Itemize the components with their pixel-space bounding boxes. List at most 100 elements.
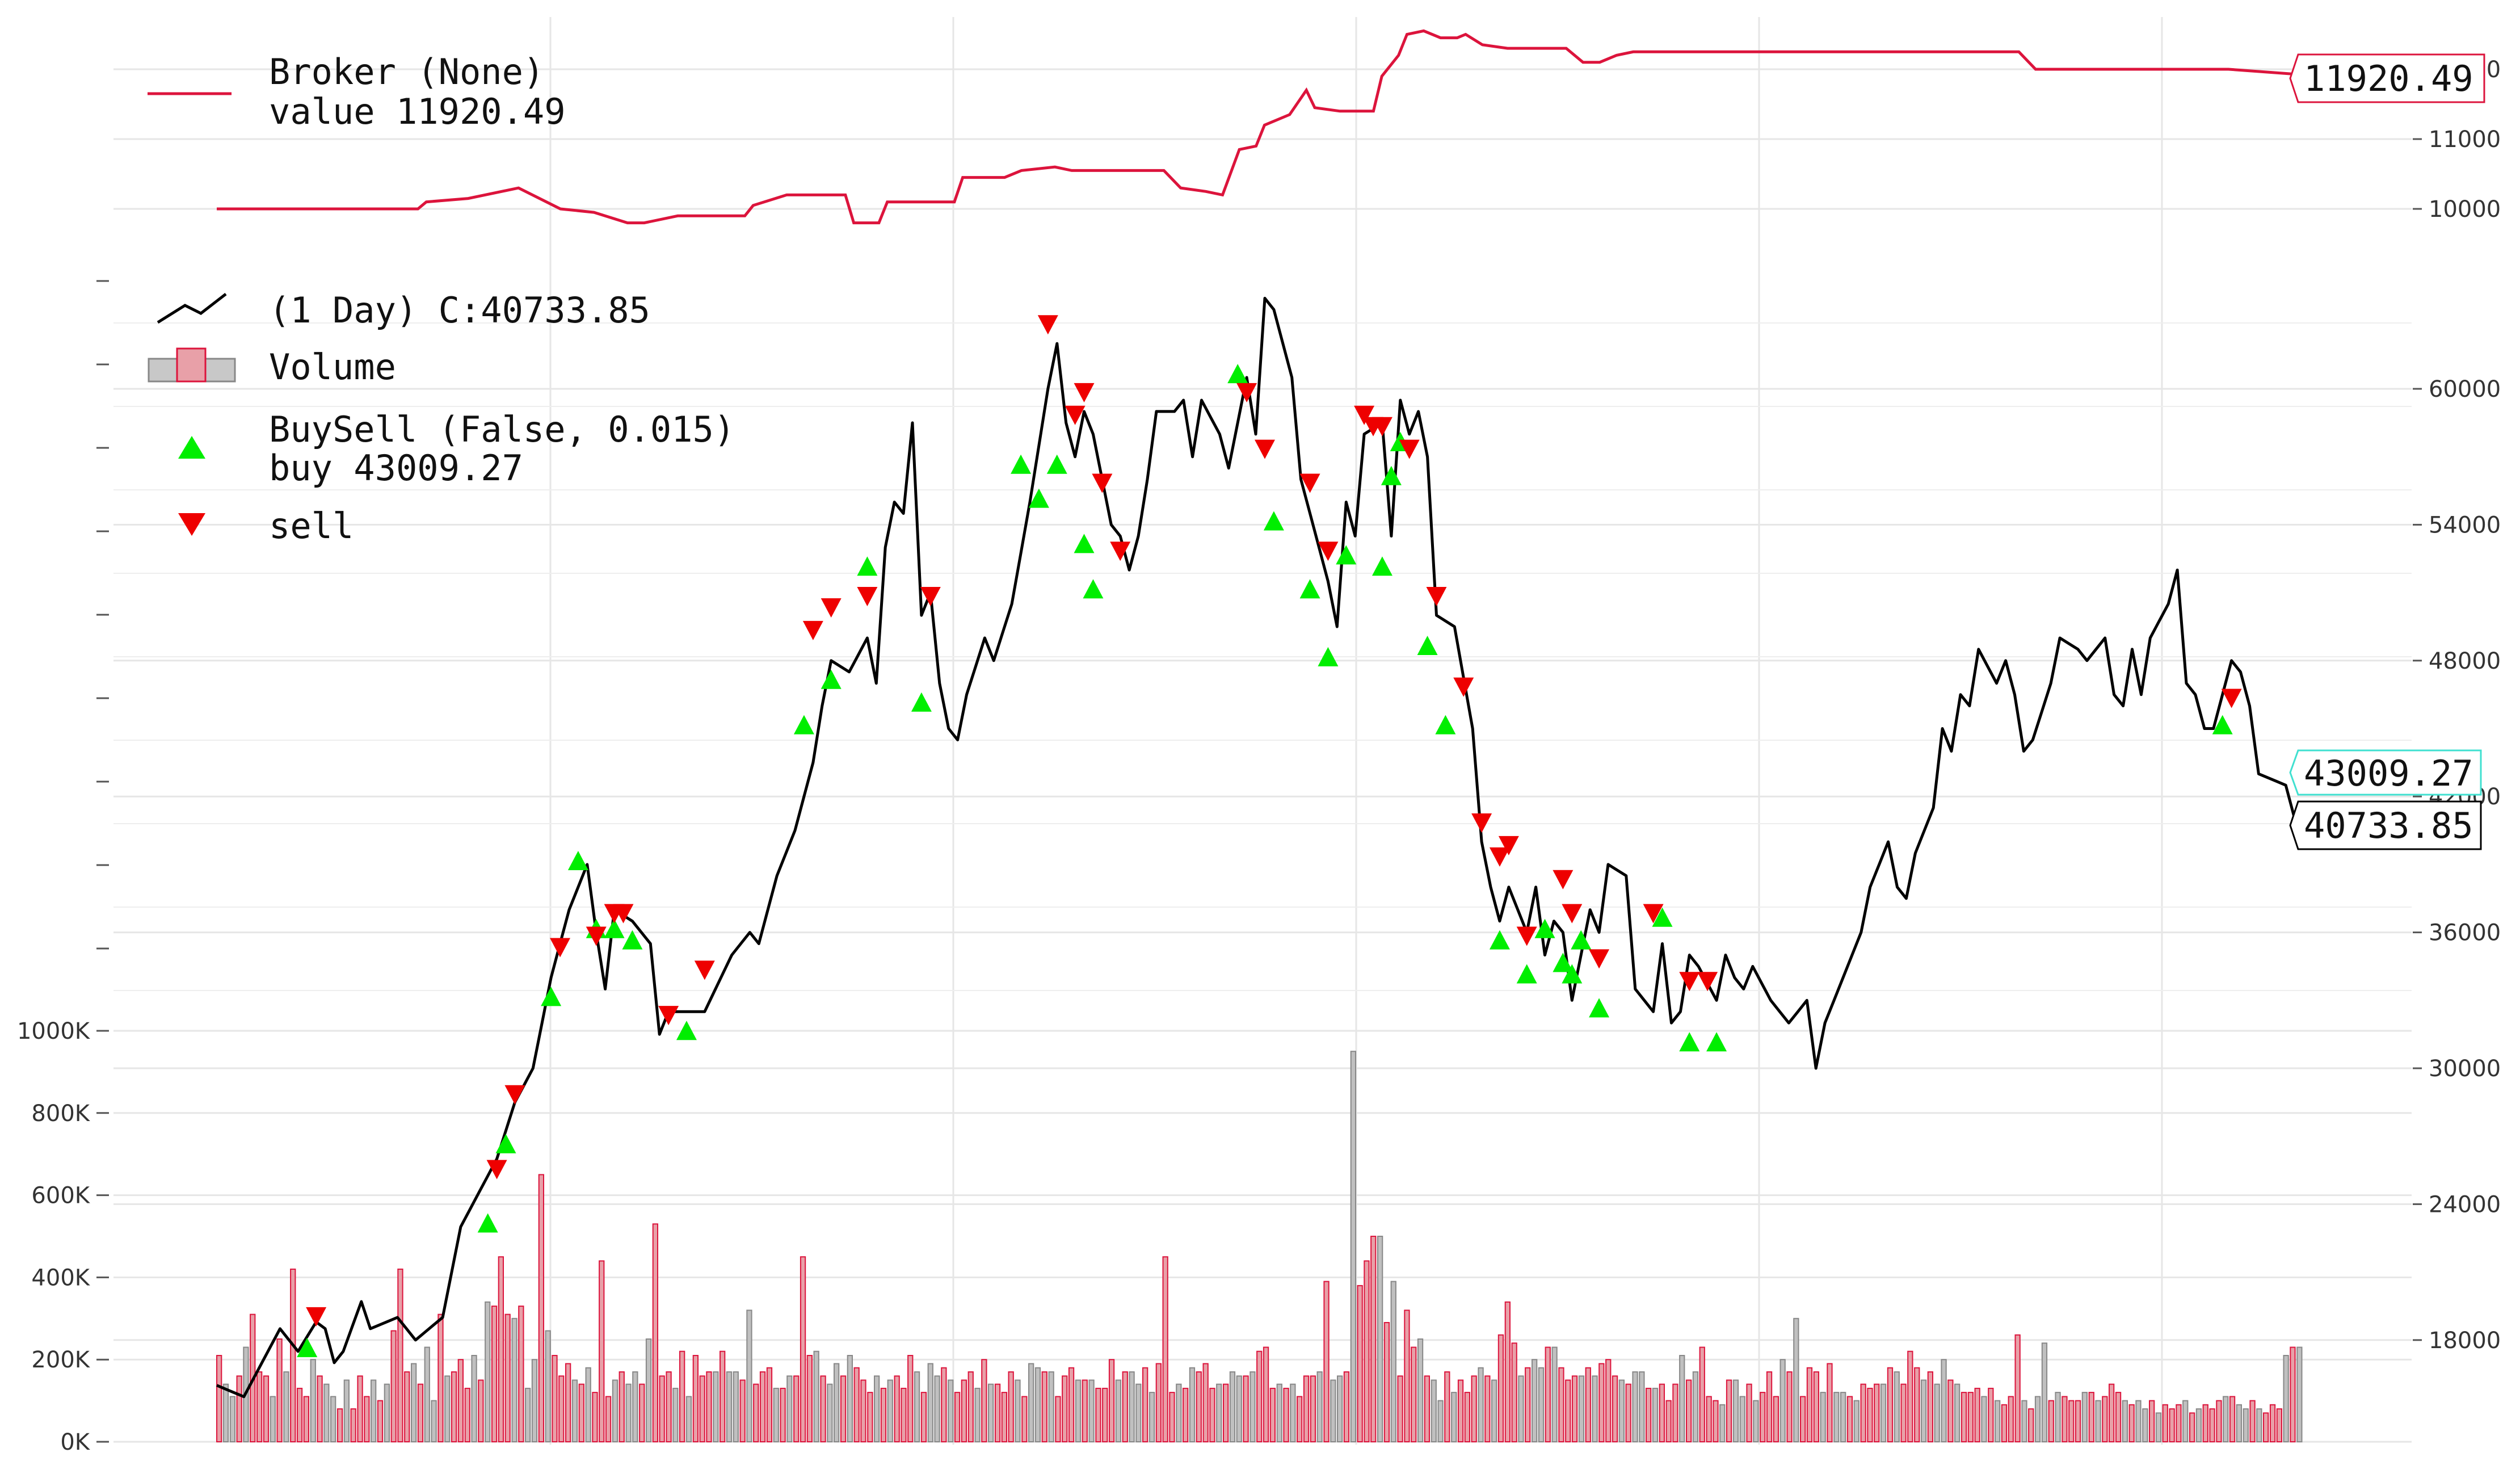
volume-bar [545, 1330, 551, 1442]
volume-bar [1209, 1387, 1215, 1442]
volume-bar [2162, 1404, 2168, 1443]
volume-bar [1343, 1371, 1350, 1442]
volume-bar [820, 1375, 826, 1442]
volume-bar [330, 1396, 336, 1442]
volume-bar [471, 1355, 477, 1442]
volume-bar [565, 1363, 571, 1442]
volume-bar [2122, 1400, 2128, 1443]
broker-y-tick-label: 10000 [2429, 196, 2501, 223]
volume-bar [1303, 1375, 1310, 1442]
volume-bar [1021, 1396, 1028, 1442]
price-y-tick-label: 30000 [2429, 1056, 2501, 1082]
volume-bar [1779, 1359, 1786, 1442]
volume-bar [1276, 1383, 1282, 1443]
volume-bar [954, 1392, 961, 1443]
volume-bar [1148, 1392, 1155, 1443]
volume-bar [2223, 1396, 2229, 1442]
volume-bar [444, 1375, 451, 1442]
volume-bar [2189, 1412, 2195, 1443]
volume-bar [981, 1359, 987, 1442]
buy-legend-icon [178, 436, 205, 459]
buy-marker [1652, 907, 1673, 927]
volume-bar [1028, 1363, 1034, 1442]
sell-marker [1065, 405, 1086, 425]
buy-marker [477, 1213, 498, 1233]
volume-bar [1793, 1317, 1799, 1443]
volume-bar [934, 1375, 940, 1442]
volume-bar [1558, 1367, 1564, 1442]
volume-bar [860, 1379, 866, 1442]
volume-bar [1551, 1346, 1558, 1442]
volume-bar [880, 1387, 887, 1442]
volume-bar [1115, 1379, 1121, 1442]
volume-bar [1048, 1371, 1054, 1442]
volume-bar [692, 1355, 699, 1442]
volume-bar [1330, 1379, 1336, 1442]
volume-bar [2075, 1400, 2081, 1443]
buy-marker [1562, 964, 1583, 984]
sell-marker [920, 587, 941, 606]
volume-bar [1914, 1367, 1920, 1442]
close-value-box: 40733.85 [2289, 800, 2482, 850]
volume-bar [2263, 1412, 2269, 1443]
sell-marker [306, 1307, 327, 1327]
volume-bar [1827, 1363, 1833, 1442]
price-y-tick-label: 24000 [2429, 1191, 2501, 1218]
volume-bar [1961, 1392, 1967, 1443]
buy-marker [793, 715, 814, 735]
volume-bar [397, 1268, 403, 1442]
volume-bar [739, 1379, 746, 1442]
volume-bar [786, 1375, 793, 1442]
volume-bar [531, 1359, 538, 1442]
volume-bar [800, 1256, 806, 1442]
volume-bar [518, 1306, 524, 1443]
volume-bar [343, 1379, 350, 1442]
volume-bar [1907, 1350, 1913, 1442]
volume-bar [961, 1379, 967, 1442]
volume-y-tick-label: 200K [31, 1347, 90, 1373]
buy-marker [857, 556, 878, 576]
buy-marker [1706, 1032, 1727, 1052]
volume-bar [1753, 1400, 1759, 1443]
buy-marker [1381, 465, 1402, 485]
volume-bar [1457, 1379, 1464, 1442]
volume-bar [357, 1375, 363, 1442]
volume-bar [1686, 1379, 1692, 1442]
volume-bar [457, 1359, 464, 1442]
volume-bar [1679, 1355, 1685, 1442]
sell-marker [1110, 542, 1131, 561]
volume-bar [411, 1363, 417, 1442]
sell-marker [1236, 383, 1257, 402]
volume-bar [599, 1260, 605, 1442]
volume-bar [2283, 1355, 2289, 1442]
volume-bar [1350, 1051, 1356, 1442]
price-legend: (1 Day) C:40733.85 Volume BuySell (False… [148, 289, 735, 547]
volume-bar [371, 1379, 377, 1442]
volume-bar [706, 1371, 712, 1442]
volume-bar [1082, 1379, 1088, 1442]
volume-bar [571, 1379, 578, 1442]
volume-bar [1310, 1375, 1316, 1442]
volume-bar [1404, 1310, 1410, 1443]
volume-bar [766, 1367, 773, 1442]
volume-bar [1833, 1392, 1840, 1443]
volume-bar [1713, 1400, 1719, 1443]
volume-bar [874, 1375, 880, 1442]
buy-value-box: 43009.27 [2289, 749, 2482, 796]
volume-bar [525, 1387, 531, 1442]
volume-bar [612, 1379, 619, 1442]
sell-marker [1471, 813, 1492, 833]
sell-marker [1516, 926, 1537, 946]
sell-marker [1697, 972, 1718, 992]
volume-bar [1478, 1367, 1484, 1442]
sell-marker [1254, 439, 1275, 459]
volume-bar [1525, 1367, 1531, 1442]
volume-bar [1068, 1367, 1075, 1442]
volume-bar [1947, 1379, 1954, 1442]
volume-bar [806, 1355, 813, 1442]
volume-bar [2021, 1400, 2027, 1443]
volume-bar [1860, 1383, 1866, 1443]
sell-marker [1092, 473, 1113, 493]
broker-value-series [217, 29, 2304, 225]
close-value-box-text: 40733.85 [2304, 805, 2473, 846]
